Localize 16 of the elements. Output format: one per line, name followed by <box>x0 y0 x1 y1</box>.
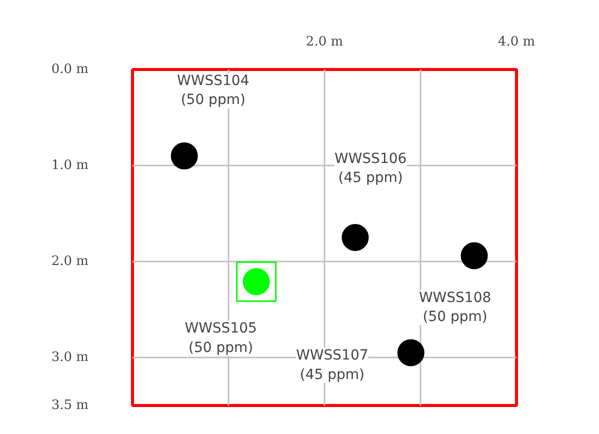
annotation: WWSS104 (50 ppm) <box>177 73 250 108</box>
x-tick-label: 4.0 m <box>498 34 536 50</box>
point <box>460 242 488 270</box>
y-tick-label: 0.0 m <box>51 62 89 77</box>
y-tick-label: 2.0 m <box>51 254 89 269</box>
point <box>170 142 198 170</box>
annotation: WWSS106 (45 ppm) <box>334 150 407 186</box>
annotation: WWSS108 (50 ppm) <box>418 290 492 326</box>
point <box>342 224 369 251</box>
y-tick-label: 1.0 m <box>51 158 89 173</box>
point <box>236 261 277 302</box>
annotation: WWSS107 (45 ppm) <box>296 348 368 383</box>
y-tick-label: 3.5 m <box>51 398 89 413</box>
point <box>397 339 424 366</box>
y-tick-label: 3.0 m <box>51 350 89 365</box>
annotation: WWSS105 (50 ppm) <box>184 320 257 356</box>
